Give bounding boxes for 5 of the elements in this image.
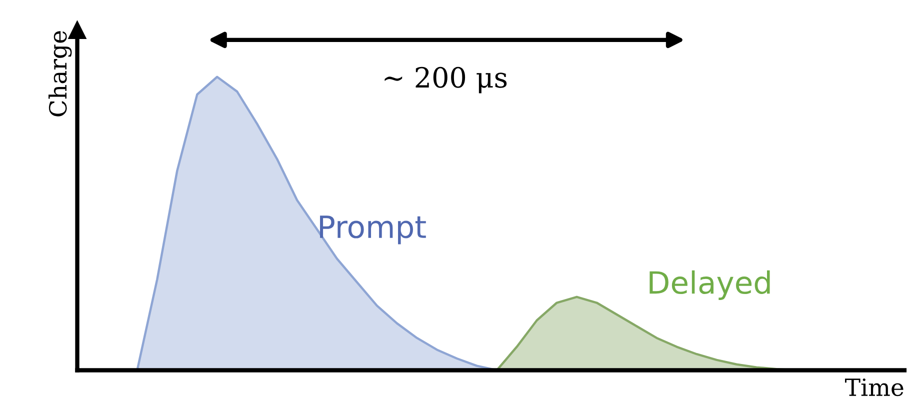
annotation: ∼ 200 μs <box>384 66 507 94</box>
series-label: Delayed <box>650 270 770 300</box>
y-axis-title: Charge <box>48 31 72 116</box>
x-axis-title: Time <box>845 378 904 396</box>
series-label: Prompt <box>320 216 426 244</box>
